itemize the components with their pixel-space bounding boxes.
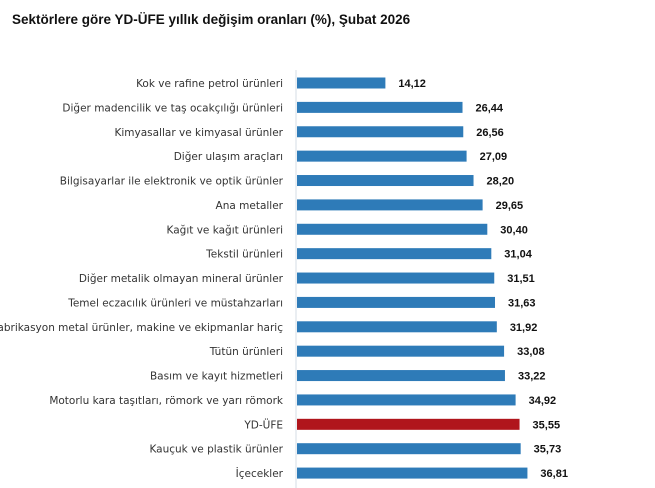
category-label: Motorlu kara taşıtları, römork ve yarı r…: [49, 395, 284, 407]
bar: [297, 223, 488, 235]
category-label: İçecekler: [236, 467, 284, 480]
value-label: 31,04: [504, 249, 532, 261]
value-label: 29,65: [496, 200, 524, 212]
bar: [297, 272, 495, 284]
category-label: Kimyasallar ve kimyasal ürünler: [114, 127, 283, 139]
bar: [297, 467, 528, 479]
category-label: Kağıt ve kağıt ürünleri: [167, 224, 283, 236]
category-label: Diğer madencilik ve taş ocakçılığı ürünl…: [62, 102, 283, 114]
value-label: 31,63: [508, 297, 536, 309]
value-label: 26,44: [476, 102, 504, 114]
category-label: Diğer metalik olmayan mineral ürünler: [79, 273, 284, 285]
category-label: Kauçuk ve plastik ürünler: [149, 444, 283, 456]
category-label: Ana metaller: [216, 200, 284, 212]
category-label: Tekstil ürünleri: [205, 249, 283, 261]
value-label: 27,09: [480, 151, 508, 163]
category-label: Tütün ürünleri: [209, 346, 283, 358]
value-label: 34,92: [529, 395, 557, 407]
category-label: Bilgisayarlar ile elektronik ve optik ür…: [60, 176, 284, 188]
value-label: 31,92: [510, 322, 538, 334]
category-label: Basım ve kayıt hizmetleri: [150, 371, 283, 383]
category-label: YD-ÜFE: [243, 418, 283, 431]
bar: [297, 394, 516, 406]
chart-title: Sektörlere göre YD-ÜFE yıllık değişim or…: [12, 12, 411, 27]
bar: [297, 370, 505, 382]
category-label: Fabrikasyon metal ürünler, makine ve eki…: [0, 322, 283, 334]
category-label: Kok ve rafine petrol ürünleri: [136, 78, 283, 90]
value-label: 35,55: [533, 419, 561, 431]
bar: [297, 296, 496, 308]
bar: [297, 345, 505, 357]
value-label: 14,12: [398, 78, 426, 90]
bar: [297, 150, 467, 162]
category-label: Temel eczacılık ürünleri ve müstahzarlar…: [67, 297, 283, 309]
value-label: 36,81: [540, 468, 568, 480]
value-label: 31,51: [507, 273, 535, 285]
bar: [297, 418, 520, 430]
value-label: 33,08: [517, 346, 545, 358]
value-label: 35,73: [534, 444, 562, 456]
value-label: 26,56: [476, 127, 504, 139]
category-label: Diğer ulaşım araçları: [174, 151, 283, 163]
bar: [297, 126, 464, 138]
bar: [297, 248, 492, 260]
value-label: 30,40: [500, 224, 528, 236]
bar: [297, 77, 386, 89]
bar: [297, 443, 521, 455]
value-label: 28,20: [487, 176, 515, 188]
bar: [297, 175, 474, 187]
bar: [297, 101, 463, 113]
bar: [297, 321, 497, 333]
bar: [297, 199, 483, 211]
value-label: 33,22: [518, 371, 546, 383]
